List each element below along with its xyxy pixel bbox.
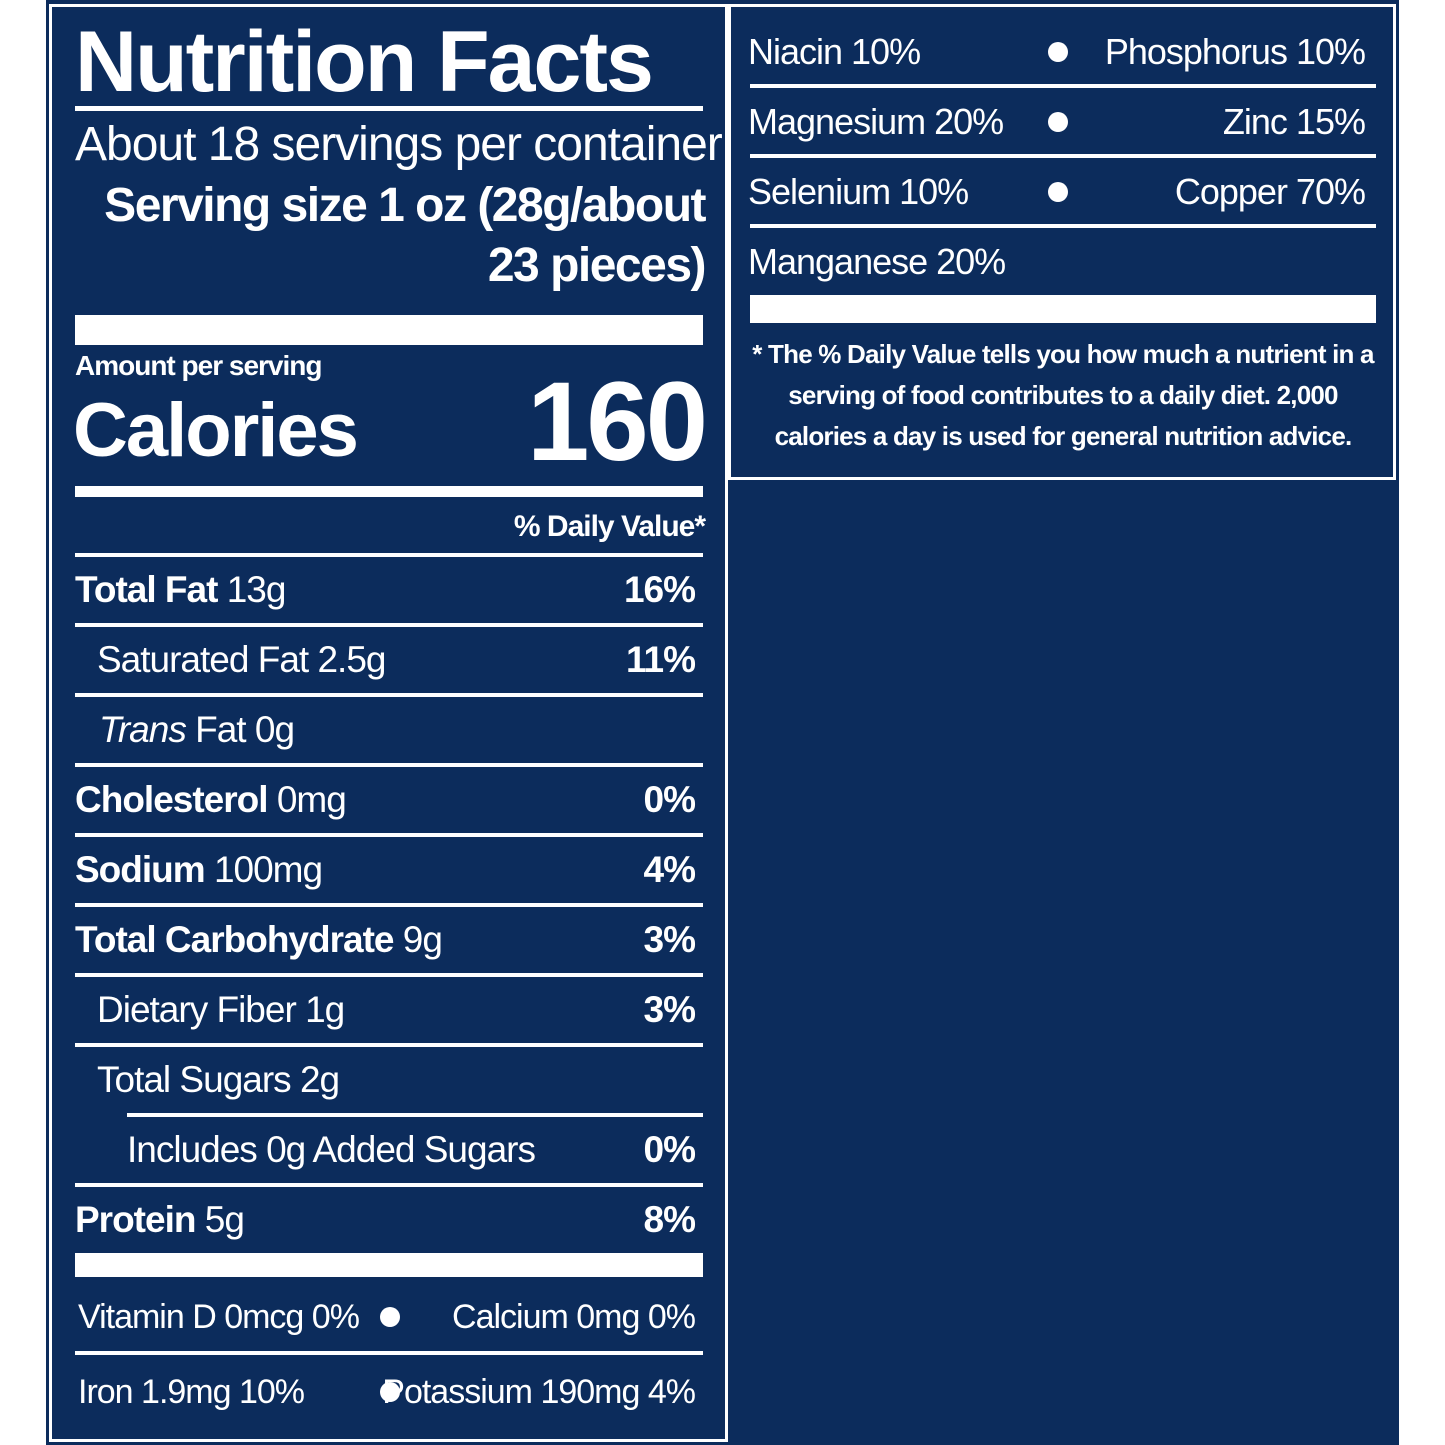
- rule: [75, 1351, 703, 1355]
- vitamin: Iron 1.9mg 10%: [78, 1373, 305, 1411]
- rule: [75, 693, 703, 697]
- thick-rule: [75, 486, 703, 497]
- bullet: [1048, 42, 1068, 62]
- nutrient-name: Includes 0g Added Sugars: [127, 1129, 536, 1170]
- nutrient-row: Total Fat 13g 16%: [75, 555, 696, 625]
- bullet: [1048, 112, 1068, 132]
- nutrient-dv: 16%: [623, 569, 696, 610]
- rule: [75, 903, 703, 907]
- mineral: Magnesium 20%: [748, 101, 1004, 142]
- nutrient-row: Saturated Fat 2.5g 11%: [97, 625, 696, 695]
- nutrient-row: Includes 0g Added Sugars 0%: [127, 1115, 696, 1185]
- nutrient-dv: 3%: [643, 989, 696, 1030]
- nutrient-row: Trans Fat 0g: [99, 695, 695, 765]
- rule: [75, 1183, 703, 1187]
- nutrient-amount: 100mg: [213, 849, 323, 890]
- nutrient-name: Dietary Fiber: [97, 989, 297, 1030]
- nutrient-dv: 11%: [625, 639, 696, 680]
- amount-per-serving: Amount per serving: [75, 350, 322, 381]
- nutrient-dv: 0%: [643, 1129, 696, 1170]
- footnote: * The % Daily Value tells you how much a…: [752, 339, 1374, 451]
- rule: [75, 623, 703, 627]
- nutrient-row: Dietary Fiber 1g 3%: [97, 975, 696, 1045]
- rule: [127, 1113, 703, 1117]
- nutrient-amount: Fat 0g: [195, 709, 295, 750]
- label-background: [46, 0, 1399, 1445]
- right-frame: [728, 4, 1396, 480]
- serving-size: Serving size 1 oz (28g/about 23 pieces): [104, 179, 706, 292]
- rule: [75, 973, 703, 977]
- nutrient-row: Total Carbohydrate 9g 3%: [75, 905, 696, 975]
- nutrient-name: Sodium: [75, 849, 206, 890]
- nutrient-name: Total Carbohydrate: [75, 919, 394, 960]
- rule: [75, 833, 703, 837]
- bullet: [380, 1382, 400, 1402]
- vitamin: Potassium 190mg 4%: [382, 1373, 696, 1411]
- mineral: Manganese 20%: [748, 241, 1006, 282]
- mineral: Copper 70%: [1174, 171, 1366, 212]
- vitamin: Calcium 0mg 0%: [452, 1298, 696, 1336]
- nutrient-amount: 0mg: [276, 779, 347, 820]
- calories-value: 160: [527, 359, 708, 484]
- nutrient-row: Protein 5g 8%: [75, 1185, 696, 1255]
- thick-rule: [750, 295, 1376, 323]
- nutrient-dv: 3%: [643, 919, 696, 960]
- nutrient-amount: 13g: [226, 569, 287, 610]
- bullet: [1048, 182, 1068, 202]
- nutrient-dv: 4%: [643, 849, 696, 890]
- mineral: Selenium 10%: [748, 171, 969, 212]
- nutrient-name: Trans: [99, 709, 187, 750]
- rule: [75, 763, 703, 767]
- daily-value-header: % Daily Value*: [513, 510, 706, 543]
- rule: [75, 553, 703, 557]
- calories-label: Calories: [73, 388, 359, 473]
- nutrient-row: Cholesterol 0mg 0%: [75, 765, 696, 835]
- rule: [750, 154, 1376, 158]
- mineral: Phosphorus 10%: [1104, 31, 1366, 72]
- nutrient-row: Sodium 100mg 4%: [75, 835, 696, 905]
- rule: [750, 224, 1376, 228]
- nutrient-name: Saturated Fat: [97, 639, 309, 680]
- nutrient-name: Protein: [75, 1199, 196, 1240]
- nutrient-amount: 5g: [204, 1199, 245, 1240]
- title: Nutrition Facts: [75, 14, 654, 110]
- nutrient-dv: 0%: [643, 779, 696, 820]
- mineral: Zinc 15%: [1222, 101, 1366, 142]
- nutrient-amount: 1g: [305, 989, 345, 1030]
- servings: About 18 servings per container: [75, 118, 723, 171]
- rule: [75, 1043, 703, 1047]
- thick-rule: [75, 1253, 703, 1277]
- thick-rule: [75, 315, 703, 345]
- nutrient-amount: 9g: [402, 919, 443, 960]
- left-frame: [49, 4, 728, 1442]
- nutrient-name: Total Fat: [75, 569, 218, 610]
- rule: [750, 84, 1376, 88]
- nutrient-amount: 2g: [299, 1059, 340, 1100]
- rule: [75, 106, 703, 111]
- nutrient-row: Total Sugars 2g: [97, 1045, 695, 1115]
- nutrient-amount: 2.5g: [317, 639, 386, 680]
- bullet: [380, 1307, 400, 1327]
- nutrient-name: Cholesterol: [75, 779, 269, 820]
- nutrient-dv: 8%: [643, 1199, 696, 1240]
- vitamin: Vitamin D 0mcg 0%: [78, 1298, 360, 1336]
- mineral: Niacin 10%: [748, 31, 921, 72]
- nutrient-name: Total Sugars: [97, 1059, 292, 1100]
